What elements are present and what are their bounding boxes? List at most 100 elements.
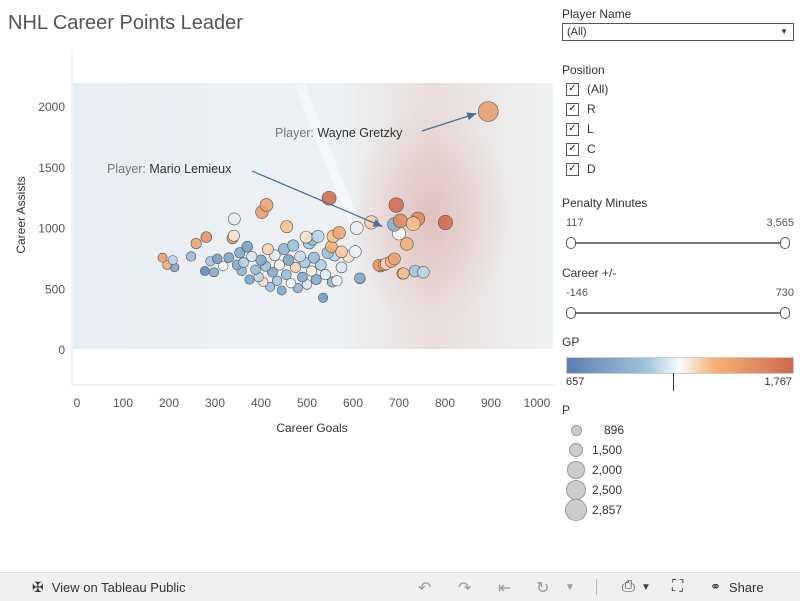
player-point[interactable] — [332, 226, 346, 240]
player-point[interactable] — [400, 237, 414, 251]
player-point[interactable] — [267, 266, 278, 278]
share-button[interactable]: ⚭ Share — [710, 579, 764, 595]
player-point[interactable] — [289, 261, 301, 273]
player-point[interactable] — [238, 257, 249, 268]
player-point[interactable] — [388, 252, 401, 266]
player-point[interactable] — [310, 274, 322, 285]
filter-panel: Player Name (All) ▼ Position ✓ (All) ✓ R ✓ L ✓… — [562, 0, 796, 521]
player-point[interactable] — [262, 243, 274, 255]
player-point[interactable] — [417, 266, 430, 279]
player-point[interactable] — [287, 239, 300, 252]
scatter-chart[interactable]: 0 500 1000 1500 2000 0 100 200 300 400 500 600 700 8… — [0, 45, 555, 445]
player-point[interactable] — [299, 230, 313, 244]
player-point[interactable] — [280, 269, 292, 280]
player-point[interactable] — [315, 259, 327, 271]
size-legend-label: 2,500 — [592, 483, 623, 497]
position-option-r[interactable]: ✓ R — [566, 100, 596, 118]
player-point[interactable] — [241, 241, 253, 253]
player-point[interactable] — [199, 266, 210, 276]
player-point[interactable] — [319, 269, 331, 281]
penalty-minutes-max: 3,565 — [766, 217, 794, 229]
refresh-icon[interactable]: ↻ — [536, 580, 550, 597]
penalty-minutes-slider[interactable] — [566, 236, 790, 250]
hockey-stick-shape — [295, 83, 365, 237]
player-point[interactable] — [259, 198, 274, 212]
checkbox[interactable]: ✓ — [566, 122, 579, 136]
gp-legend-marker — [673, 373, 674, 391]
download-icon[interactable]: ⎙ — [622, 578, 635, 595]
slider-handle-min[interactable] — [566, 307, 576, 319]
player-point[interactable] — [318, 292, 329, 303]
x-tick-label: 0 — [74, 396, 81, 410]
player-point[interactable] — [209, 267, 219, 278]
checkbox[interactable]: ✓ — [566, 102, 579, 116]
player-point[interactable] — [393, 213, 408, 229]
player-point[interactable] — [388, 197, 404, 213]
player-point[interactable] — [311, 229, 325, 243]
player-point[interactable] — [218, 261, 229, 272]
player-point[interactable] — [255, 254, 267, 266]
player-point[interactable] — [250, 264, 261, 276]
player-point[interactable] — [228, 212, 241, 226]
player-point[interactable] — [335, 261, 348, 274]
player-point[interactable] — [294, 250, 306, 263]
player-point[interactable] — [348, 245, 362, 258]
position-option-c[interactable]: ✓ C — [566, 140, 596, 158]
player-point[interactable] — [397, 267, 410, 280]
download-dropdown-icon[interactable]: ▼ — [641, 582, 651, 593]
player-name-dropdown[interactable]: (All) ▼ — [562, 23, 794, 41]
redo-icon[interactable]: ↷ — [458, 580, 472, 597]
fullscreen-icon[interactable]: ⛶ — [672, 578, 684, 595]
gp-color-legend — [566, 357, 794, 374]
player-point[interactable] — [282, 254, 295, 266]
player-point[interactable] — [167, 255, 178, 265]
player-point[interactable] — [272, 275, 283, 286]
player-point[interactable] — [285, 278, 297, 289]
refresh-dropdown-icon[interactable]: ▼ — [565, 582, 575, 593]
career-plus-minus-slider[interactable] — [566, 306, 790, 320]
slider-handle-max[interactable] — [780, 307, 790, 319]
player-point[interactable] — [244, 274, 255, 285]
player-point[interactable] — [185, 251, 197, 262]
player-point[interactable] — [273, 259, 285, 271]
player-point[interactable] — [246, 250, 258, 262]
checkbox[interactable]: ✓ — [566, 142, 579, 156]
annotation-arrow-head — [466, 112, 477, 121]
position-option-l[interactable]: ✓ L — [566, 120, 594, 138]
player-point[interactable] — [227, 229, 240, 242]
player-point[interactable] — [307, 251, 320, 264]
player-point[interactable] — [306, 265, 318, 277]
player-point[interactable] — [331, 275, 343, 287]
undo-icon[interactable]: ↶ — [418, 580, 432, 597]
gp-max: 1,767 — [764, 376, 792, 388]
player-point[interactable] — [477, 101, 499, 122]
player-point[interactable] — [234, 247, 246, 259]
revert-icon[interactable]: ⇤ — [498, 580, 512, 597]
player-point[interactable] — [190, 237, 202, 249]
player-point[interactable] — [297, 271, 308, 283]
slider-handle-min[interactable] — [566, 237, 576, 249]
player-point[interactable] — [292, 282, 303, 294]
checkbox[interactable]: ✓ — [566, 162, 579, 176]
player-point[interactable] — [437, 215, 453, 231]
player-point[interactable] — [157, 252, 168, 263]
player-point[interactable] — [335, 245, 348, 259]
player-point[interactable] — [200, 231, 212, 243]
position-option-d[interactable]: ✓ D — [566, 160, 596, 178]
slider-handle-max[interactable] — [780, 237, 790, 249]
player-point[interactable] — [223, 252, 235, 263]
player-point[interactable] — [349, 221, 364, 235]
checkbox[interactable]: ✓ — [566, 82, 579, 96]
position-option-all[interactable]: ✓ (All) — [566, 80, 608, 98]
player-point[interactable] — [212, 253, 223, 265]
data-points[interactable] — [157, 101, 499, 303]
player-point[interactable] — [280, 220, 294, 234]
scatter-plot-svg[interactable]: 0 500 1000 1500 2000 0 100 200 300 400 500 600 700 8… — [0, 45, 555, 445]
player-point[interactable] — [405, 216, 421, 231]
player-point[interactable] — [265, 281, 276, 292]
player-point[interactable] — [354, 272, 366, 285]
size-legend-label: 896 — [604, 423, 625, 437]
view-on-tableau-link[interactable]: ✠ View on Tableau Public — [32, 579, 186, 596]
player-point[interactable] — [276, 285, 287, 296]
